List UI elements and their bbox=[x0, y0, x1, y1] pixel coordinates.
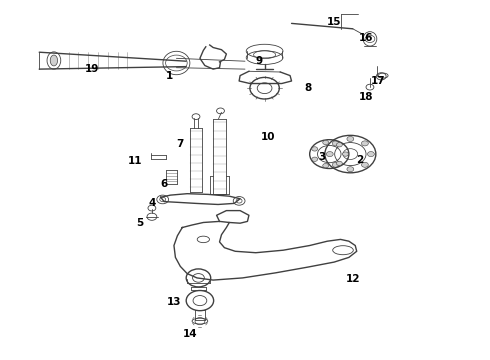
Circle shape bbox=[362, 162, 368, 167]
Text: 2: 2 bbox=[357, 155, 364, 165]
Circle shape bbox=[337, 161, 343, 166]
Text: 4: 4 bbox=[148, 198, 156, 208]
Text: 15: 15 bbox=[327, 17, 342, 27]
Circle shape bbox=[312, 157, 318, 161]
Text: 16: 16 bbox=[359, 33, 374, 43]
Text: 14: 14 bbox=[183, 329, 197, 339]
Text: 18: 18 bbox=[359, 92, 374, 102]
Circle shape bbox=[368, 152, 374, 157]
Circle shape bbox=[332, 162, 339, 167]
Text: 5: 5 bbox=[136, 218, 143, 228]
Text: 17: 17 bbox=[371, 76, 386, 86]
Circle shape bbox=[323, 140, 329, 145]
Circle shape bbox=[332, 141, 339, 146]
Text: 8: 8 bbox=[304, 83, 311, 93]
Text: 13: 13 bbox=[167, 297, 181, 307]
Circle shape bbox=[337, 143, 343, 147]
Circle shape bbox=[343, 152, 348, 156]
Circle shape bbox=[312, 147, 318, 151]
Text: 12: 12 bbox=[345, 274, 360, 284]
Text: 3: 3 bbox=[319, 152, 326, 162]
Text: 9: 9 bbox=[255, 56, 262, 66]
Text: 11: 11 bbox=[127, 156, 142, 166]
Text: 7: 7 bbox=[176, 139, 184, 149]
Text: 1: 1 bbox=[166, 71, 172, 81]
Text: 6: 6 bbox=[161, 179, 168, 189]
Circle shape bbox=[347, 136, 354, 141]
Ellipse shape bbox=[50, 55, 58, 66]
Circle shape bbox=[347, 167, 354, 172]
Text: 19: 19 bbox=[85, 64, 99, 74]
Text: 10: 10 bbox=[261, 132, 276, 142]
Circle shape bbox=[323, 163, 329, 168]
Circle shape bbox=[362, 141, 368, 146]
Circle shape bbox=[326, 152, 333, 157]
